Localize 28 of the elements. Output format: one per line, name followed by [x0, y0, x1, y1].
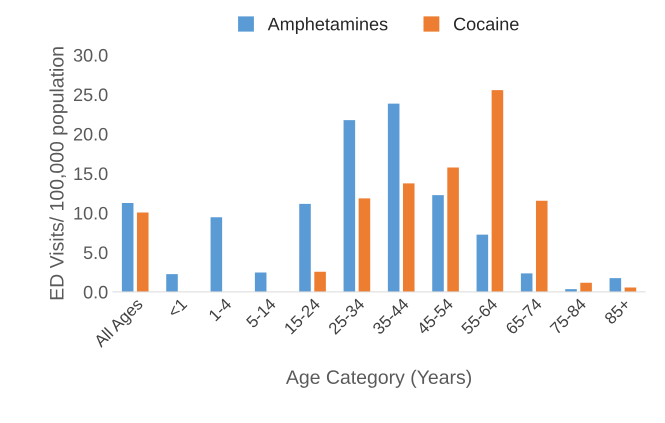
bar [608, 277, 622, 292]
bar [165, 273, 179, 292]
x-tick-label: <1 [167, 298, 188, 318]
y-axis-title: ED Visits/ 100,000 population [49, 47, 68, 300]
bar [254, 272, 268, 292]
bar [431, 194, 445, 292]
bar [298, 203, 312, 292]
bar [342, 119, 356, 292]
y-tick-label: 0.0 [84, 286, 108, 299]
y-tick-label: 30.0 [74, 48, 108, 62]
bar [313, 270, 327, 292]
x-tick-label: 1-4 [208, 298, 232, 322]
x-axis-title: Age Category (Years) [286, 370, 471, 388]
legend-label: Amphetamines [268, 17, 388, 34]
y-tick-label: 5.0 [84, 246, 108, 260]
bar [358, 197, 372, 292]
bar [476, 234, 489, 292]
y-tick-label: 15.0 [74, 167, 108, 180]
bar [624, 286, 638, 292]
bar [446, 166, 460, 292]
x-tick-label: 85+ [604, 298, 631, 325]
y-tick-label: 10.0 [74, 206, 108, 220]
legend-label: Cocaine [454, 17, 519, 30]
y-tick-label: 20.0 [74, 128, 108, 141]
bar [210, 216, 223, 292]
y-tick-label: 25.0 [74, 88, 108, 102]
bar [490, 89, 504, 292]
bar [579, 282, 593, 292]
